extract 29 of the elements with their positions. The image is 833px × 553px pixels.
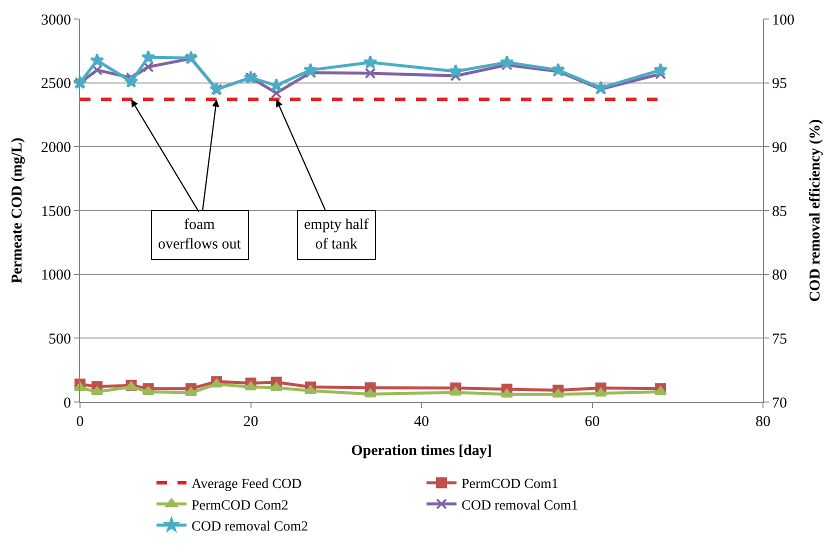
legend-label: COD removal Com1 [462,498,578,514]
annotation: foam overflows out [158,217,242,252]
y2-tick-label: 90 [772,140,787,156]
x-tick-label: 0 [76,414,84,430]
legend-label: Average Feed COD [192,477,302,492]
y-tick-label: 0 [64,395,71,412]
x-tick-label: 80 [756,414,770,430]
x-tick-label: 20 [243,414,258,430]
legend-label: PermCOD Com2 [192,498,288,514]
y-tick-label: 1500 [41,204,71,220]
y-axis-title: Permeate COD (mg/L) [9,138,26,284]
y2-tick-label: 70 [772,395,787,412]
x-tick-label: 40 [414,414,429,430]
y-tick-label: 2000 [41,140,71,156]
annotation: empty half of tank [304,217,369,252]
y2-tick-label: 85 [772,204,787,220]
y-tick-label: 3000 [41,12,71,28]
y-tick-label: 2500 [41,76,71,92]
y-tick-label: 500 [48,331,71,348]
y2-tick-label: 80 [772,268,787,284]
y2-tick-label: 75 [772,331,787,348]
y2-axis-title: COD removal efficiency (%) [808,119,824,302]
x-tick-label: 60 [584,414,600,430]
y-tick-label: 1000 [41,268,71,284]
y2-tick-label: 95 [772,76,787,92]
legend-label: COD removal Com2 [192,520,308,535]
x-axis-title: Operation times [day] [351,443,492,459]
legend-label: PermCOD Com1 [462,477,558,492]
y2-tick-label: 100 [772,12,794,28]
